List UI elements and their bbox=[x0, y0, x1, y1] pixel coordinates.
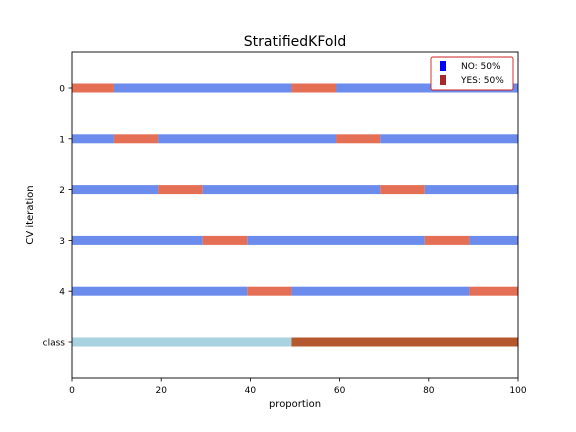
y-tick-label: class bbox=[43, 339, 66, 349]
x-tick-label: 20 bbox=[155, 386, 167, 396]
bar-row-3-segment-2 bbox=[247, 235, 425, 245]
bar-row-2-segment-4 bbox=[424, 185, 518, 195]
bar-row-3-segment-3 bbox=[424, 235, 470, 245]
legend-label-no: NO: 50% bbox=[461, 62, 501, 72]
legend-box bbox=[430, 56, 514, 91]
x-axis-label: proportion bbox=[269, 399, 321, 410]
bar-row-4-segment-2 bbox=[291, 286, 470, 296]
bar-row-2-segment-0 bbox=[72, 185, 159, 195]
bar-row-1-segment-2 bbox=[158, 134, 337, 144]
bar-row-4-segment-0 bbox=[72, 286, 248, 296]
y-axis-label: CV iteration bbox=[25, 185, 36, 244]
x-axis-ticks: 0 20 40 60 80 100 bbox=[69, 378, 527, 396]
x-tick-label: 0 bbox=[69, 386, 75, 396]
chart-title: StratifiedKFold bbox=[244, 34, 346, 50]
x-tick-label: 60 bbox=[334, 386, 346, 396]
bar-row-3-segment-0 bbox=[72, 235, 203, 245]
x-tick-label: 40 bbox=[245, 386, 257, 396]
legend-swatch-no bbox=[440, 61, 446, 71]
bar-row-1-segment-0 bbox=[72, 134, 114, 144]
y-tick-label: 4 bbox=[59, 288, 65, 298]
legend-label-yes: YES: 50% bbox=[460, 76, 504, 86]
bar-row-2-segment-2 bbox=[202, 185, 381, 195]
y-tick-label: 2 bbox=[59, 186, 65, 196]
y-axis-ticks: 0 1 2 3 4 class bbox=[43, 85, 72, 349]
bar-row-4-segment-3 bbox=[469, 286, 518, 296]
bar-row-2-segment-3 bbox=[380, 185, 425, 195]
bar-row-2-segment-1 bbox=[158, 185, 203, 195]
y-tick-label: 1 bbox=[59, 135, 65, 145]
bar-row-3-segment-1 bbox=[202, 235, 248, 245]
bar-row-class-segment-0 bbox=[72, 337, 292, 347]
bar-row-1-segment-3 bbox=[336, 134, 381, 144]
bar-row-1-segment-4 bbox=[380, 134, 518, 144]
bar-row-0-segment-1 bbox=[113, 83, 292, 93]
bar-row-0-segment-2 bbox=[291, 83, 337, 93]
bar-row-1-segment-1 bbox=[113, 134, 159, 144]
legend: NO: 50% YES: 50% bbox=[430, 56, 514, 91]
x-tick-label: 100 bbox=[509, 386, 526, 396]
bars-layer bbox=[72, 83, 518, 347]
plot-frame bbox=[71, 51, 519, 379]
y-tick-label: 0 bbox=[59, 85, 65, 95]
x-tick-label: 80 bbox=[423, 386, 435, 396]
bar-row-3-segment-4 bbox=[469, 235, 518, 245]
bar-row-0-segment-0 bbox=[72, 83, 114, 93]
y-tick-label: 3 bbox=[59, 237, 65, 247]
legend-swatch-yes bbox=[440, 75, 446, 85]
bar-row-class-segment-1 bbox=[291, 337, 518, 347]
bar-row-4-segment-1 bbox=[247, 286, 292, 296]
bar-row-0-segment-3 bbox=[336, 83, 518, 93]
